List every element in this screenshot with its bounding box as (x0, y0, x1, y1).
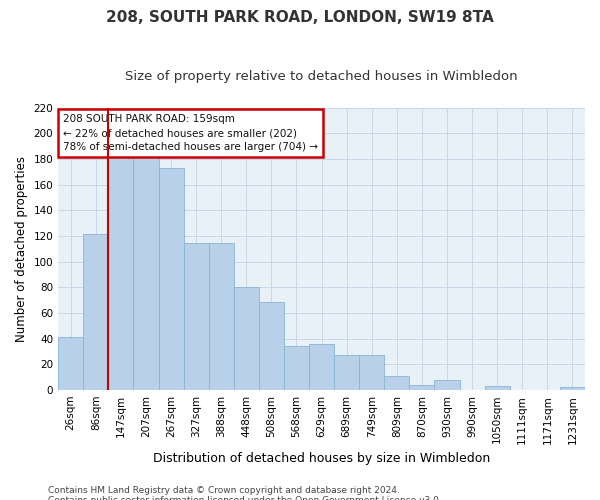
Bar (309, 344, 334, 390)
Bar (334, 356, 359, 390)
Bar (133, 156, 158, 390)
Bar (184, 242, 209, 390)
Bar (234, 288, 259, 390)
X-axis label: Distribution of detached houses by size in Wimbledon: Distribution of detached houses by size … (153, 452, 490, 465)
Bar (58, 338, 83, 390)
Text: 208 SOUTH PARK ROAD: 159sqm
← 22% of detached houses are smaller (202)
78% of se: 208 SOUTH PARK ROAD: 159sqm ← 22% of det… (63, 114, 318, 152)
Text: Contains HM Land Registry data © Crown copyright and database right 2024.: Contains HM Land Registry data © Crown c… (48, 486, 400, 495)
Bar (83, 234, 109, 390)
Bar (560, 388, 585, 390)
Text: 208, SOUTH PARK ROAD, LONDON, SW19 8TA: 208, SOUTH PARK ROAD, LONDON, SW19 8TA (106, 10, 494, 25)
Bar (284, 346, 309, 390)
Y-axis label: Number of detached properties: Number of detached properties (15, 156, 28, 342)
Bar (359, 356, 385, 390)
Bar (485, 386, 510, 390)
Bar (434, 380, 460, 390)
Bar (109, 154, 133, 390)
Bar (158, 168, 184, 390)
Bar (385, 376, 409, 390)
Text: Contains public sector information licensed under the Open Government Licence v3: Contains public sector information licen… (48, 496, 442, 500)
Bar (409, 385, 434, 390)
Bar (209, 242, 234, 390)
Title: Size of property relative to detached houses in Wimbledon: Size of property relative to detached ho… (125, 70, 518, 83)
Bar (259, 302, 284, 390)
